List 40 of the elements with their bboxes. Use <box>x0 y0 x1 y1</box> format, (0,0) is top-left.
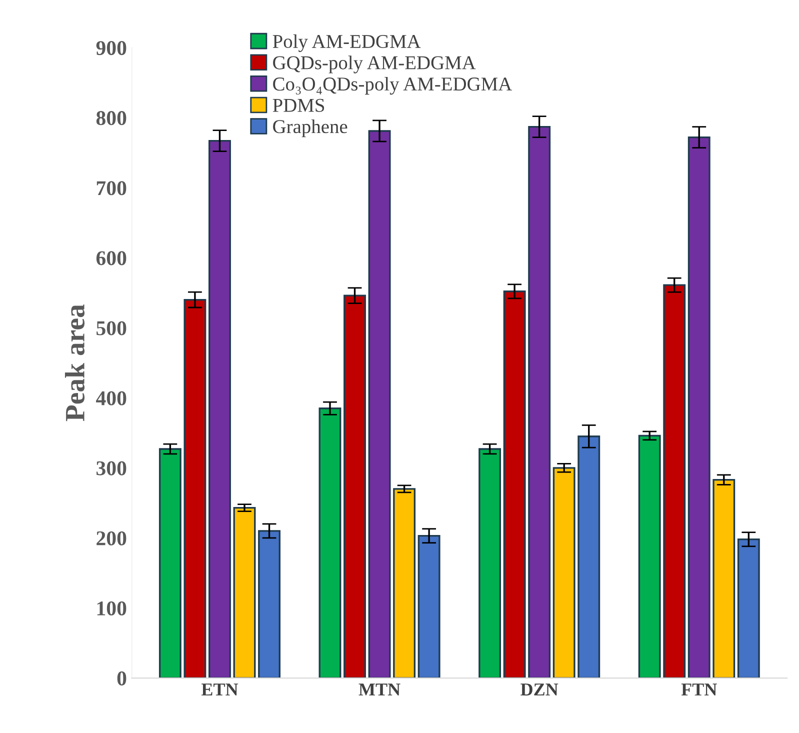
x-tick-label: ETN <box>201 684 238 696</box>
bar <box>368 130 391 678</box>
x-tick-label: MTN <box>358 684 400 696</box>
bar <box>208 140 231 678</box>
bar <box>503 290 526 678</box>
y-tick-label: 700 <box>96 181 126 196</box>
y-tick-label: 0 <box>117 671 126 686</box>
bar <box>393 488 416 678</box>
bar <box>688 136 710 678</box>
bar <box>552 467 576 678</box>
bar <box>578 436 600 678</box>
bar <box>184 298 206 678</box>
y-tick-label: 400 <box>96 391 126 406</box>
y-tick-label: 600 <box>96 251 126 266</box>
bar <box>418 535 440 678</box>
legend-label: PDMS <box>272 98 324 112</box>
bar <box>712 478 736 678</box>
y-tick-label: 300 <box>96 461 126 476</box>
y-tick-label: 900 <box>96 41 126 56</box>
bar <box>528 126 551 678</box>
bar <box>258 530 280 678</box>
y-tick-label: 500 <box>96 321 126 336</box>
bar <box>638 434 661 678</box>
bar <box>233 506 256 678</box>
legend-label: Co₃O₄QDs-poly AM-EDGMA <box>273 76 512 95</box>
x-tick-label: DZN <box>520 684 558 696</box>
bar <box>737 538 760 678</box>
y-tick-label: 100 <box>97 601 126 616</box>
bar <box>158 448 182 678</box>
bar <box>318 408 342 678</box>
bar <box>663 284 686 678</box>
bar <box>478 448 502 678</box>
y-axis-title: Peak area <box>64 304 85 422</box>
legend-label: Graphene <box>273 120 348 138</box>
legend-label: Poly AM-EDGMA <box>272 34 421 52</box>
x-tick-label: FTN <box>681 684 717 696</box>
legend-label: GQDs-poly AM-EDGMA <box>273 56 476 74</box>
bar <box>344 294 366 678</box>
y-tick-label: 800 <box>96 111 126 126</box>
y-tick-label: 200 <box>96 531 126 546</box>
